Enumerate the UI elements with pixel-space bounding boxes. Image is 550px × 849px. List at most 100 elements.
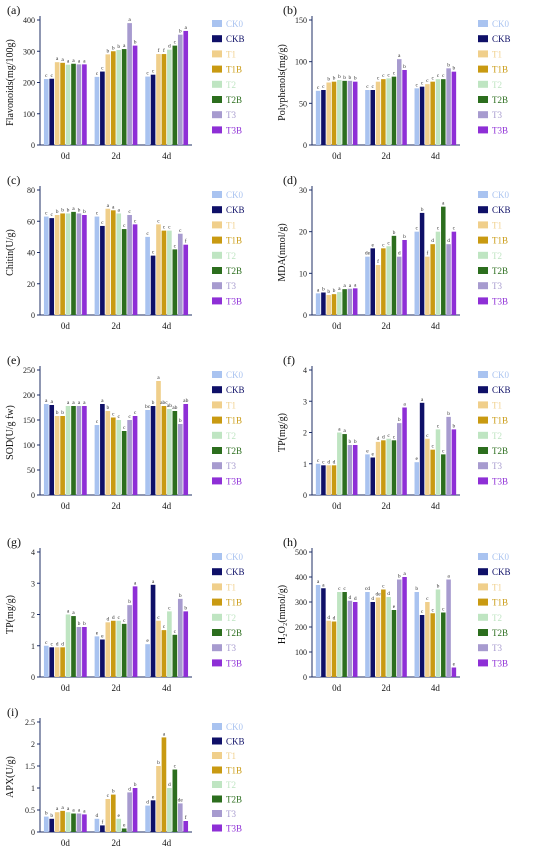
significance-letter: c	[45, 640, 48, 646]
legend-label-T1: T1	[492, 49, 502, 59]
bar-T2-0d	[337, 432, 342, 495]
significance-letter: b	[398, 574, 401, 580]
significance-letter: a	[67, 59, 70, 65]
bar-CK0-2d	[94, 216, 100, 315]
legend-label-T1B: T1B	[226, 766, 242, 776]
y-tick-label: 40	[27, 249, 35, 258]
significance-letter: c	[372, 84, 375, 90]
significance-letter: a	[157, 375, 160, 381]
bar-T2-4d	[435, 429, 441, 495]
bar-T3B-0d	[82, 215, 87, 315]
bar-T3-2d	[397, 423, 402, 495]
legend-label-T3: T3	[492, 281, 502, 291]
x-tick-label: 2d	[382, 501, 392, 511]
legend-label-T3: T3	[226, 809, 236, 819]
x-tick-label: 2d	[382, 151, 392, 161]
legend-label-T3: T3	[226, 281, 236, 291]
y-axis-label: TP(mg/g)	[5, 595, 16, 634]
bar-T2B-2d	[121, 431, 127, 495]
x-tick-label: 0d	[332, 501, 342, 511]
significance-letter: c	[134, 410, 137, 416]
significance-letter: c	[146, 231, 149, 237]
significance-letter: c	[101, 220, 104, 226]
significance-letter: a	[56, 806, 59, 812]
legend-label-T1: T1	[226, 582, 236, 592]
x-tick-label: 0d	[332, 683, 342, 693]
significance-letter: b	[327, 77, 330, 83]
x-tick-label: 4d	[162, 683, 172, 693]
significance-letter: d	[398, 251, 401, 257]
bar-CKB-2d	[370, 602, 375, 677]
bar-CK0-0d	[43, 645, 49, 677]
bar-T2-4d	[167, 230, 172, 315]
significance-letter: c	[174, 764, 177, 770]
bar-T2-4d	[167, 788, 172, 832]
x-tick-label: 0d	[61, 151, 71, 161]
significance-letter: b	[50, 813, 53, 819]
legend: CK0 CKB T1 T1B T2 T2B T3 T3B	[478, 370, 511, 486]
x-tick-label: 0d	[61, 683, 71, 693]
significance-letter: c	[163, 225, 166, 231]
bar-CK0-0d	[43, 79, 49, 145]
significance-letter: ab	[183, 398, 188, 404]
bar-T1-0d	[326, 295, 331, 315]
significance-letter: c	[179, 228, 182, 234]
bar-T1B-4d	[430, 449, 435, 495]
legend-swatch-T3B	[212, 126, 222, 134]
significance-letter: b	[403, 234, 406, 240]
significance-letter: a	[67, 400, 70, 406]
bar-T3-4d	[177, 424, 183, 495]
significance-letter: d	[327, 459, 330, 465]
y-axis-label: SOD(U/g fw)	[5, 405, 16, 460]
bar-T1-2d	[105, 208, 111, 315]
significance-letter: b	[112, 45, 115, 51]
bar-CKB-4d	[150, 406, 156, 495]
significance-letter: cd	[365, 586, 370, 592]
x-tick-label: 4d	[162, 838, 172, 848]
significance-letter: b	[437, 584, 440, 590]
bar-CKB-0d	[321, 588, 326, 677]
legend-label-CK0: CK0	[492, 552, 510, 562]
significance-letter: d	[168, 44, 171, 50]
bar-T3-0d	[76, 406, 82, 495]
legend-swatch-T3B	[478, 477, 488, 485]
legend-swatch-T1B	[478, 236, 488, 244]
bar-CKB-2d	[370, 248, 375, 315]
significance-letter: a	[442, 201, 445, 207]
significance-letter: b	[83, 209, 86, 215]
bar-CK0-2d	[365, 256, 370, 315]
legend-swatch-T2B	[212, 96, 222, 103]
bar-T2-0d	[65, 614, 71, 677]
significance-letter: f	[163, 47, 165, 54]
y-tick-label: 0	[31, 828, 35, 837]
legend-label-T3B: T3B	[226, 296, 242, 306]
panel-label: (c)	[7, 173, 20, 187]
bar-CKB-2d	[100, 225, 105, 315]
bar-T2B-4d	[441, 612, 446, 677]
bar-T3-2d	[127, 792, 132, 832]
significance-letter: b	[106, 48, 109, 54]
significance-letter: a	[163, 731, 166, 737]
bar-CKB-4d	[419, 615, 425, 677]
significance-letter: a	[398, 53, 401, 59]
significance-letter: c	[387, 240, 390, 246]
significance-letter: b	[61, 207, 64, 213]
legend-label-T2: T2	[226, 80, 236, 90]
significance-letter: c	[123, 618, 126, 624]
legend-label-T3: T3	[226, 643, 236, 653]
significance-letter: d	[382, 434, 385, 440]
legend-swatch-CK0	[478, 191, 488, 198]
x-tick-label: 0d	[61, 838, 71, 848]
bar-T2B-0d	[342, 592, 347, 677]
y-tick-label: 30	[299, 186, 307, 195]
legend-swatch-CKB	[212, 737, 222, 745]
significance-letter: b	[78, 621, 81, 627]
legend-swatch-T2B	[212, 795, 222, 803]
significance-letter: a	[128, 17, 131, 23]
significance-letter: b	[134, 40, 137, 46]
legend-label-CK0: CK0	[492, 370, 510, 380]
significance-letter: a	[83, 58, 86, 64]
bar-CKB-0d	[49, 647, 55, 677]
bar-T2B-0d	[71, 63, 76, 145]
significance-letter: c	[101, 66, 104, 72]
